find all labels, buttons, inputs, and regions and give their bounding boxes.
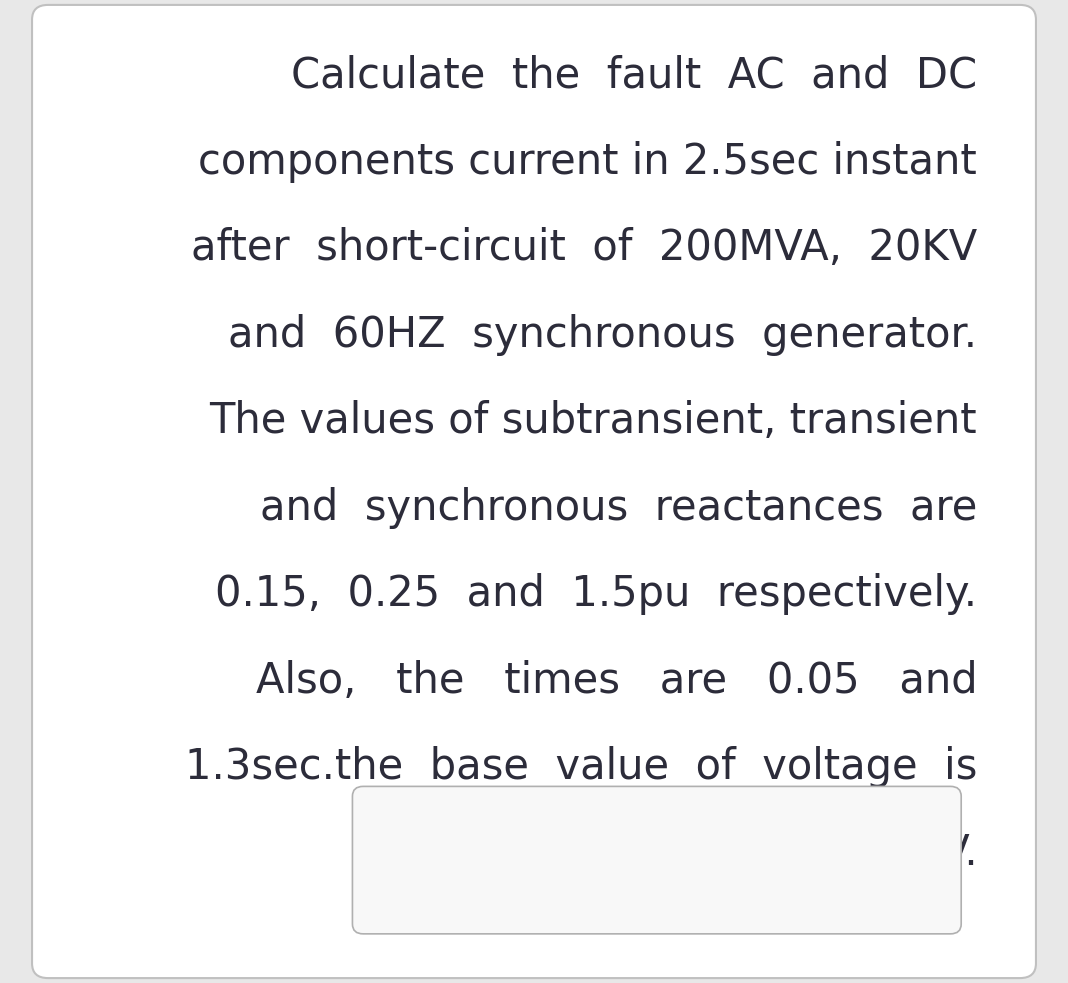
Text: 1.3sec.the  base  value  of  voltage  is: 1.3sec.the base value of voltage is xyxy=(185,746,977,788)
Text: The values of subtransient, transient: The values of subtransient, transient xyxy=(209,400,977,442)
Text: 0.15,  0.25  and  1.5pu  respectively.: 0.15, 0.25 and 1.5pu respectively. xyxy=(216,573,977,615)
Text: and  synchronous  reactances  are: and synchronous reactances are xyxy=(260,487,977,529)
Text: Also,   the   times   are   0.05   and: Also, the times are 0.05 and xyxy=(255,660,977,702)
Text: components current in 2.5sec instant: components current in 2.5sec instant xyxy=(199,141,977,183)
Text: 22000V.: 22000V. xyxy=(808,833,977,875)
FancyBboxPatch shape xyxy=(352,786,961,934)
FancyBboxPatch shape xyxy=(32,5,1036,978)
Text: after  short-circuit  of  200MVA,  20KV: after short-circuit of 200MVA, 20KV xyxy=(191,227,977,269)
Text: and  60HZ  synchronous  generator.: and 60HZ synchronous generator. xyxy=(229,314,977,356)
Text: Calculate  the  fault  AC  and  DC: Calculate the fault AC and DC xyxy=(292,54,977,96)
